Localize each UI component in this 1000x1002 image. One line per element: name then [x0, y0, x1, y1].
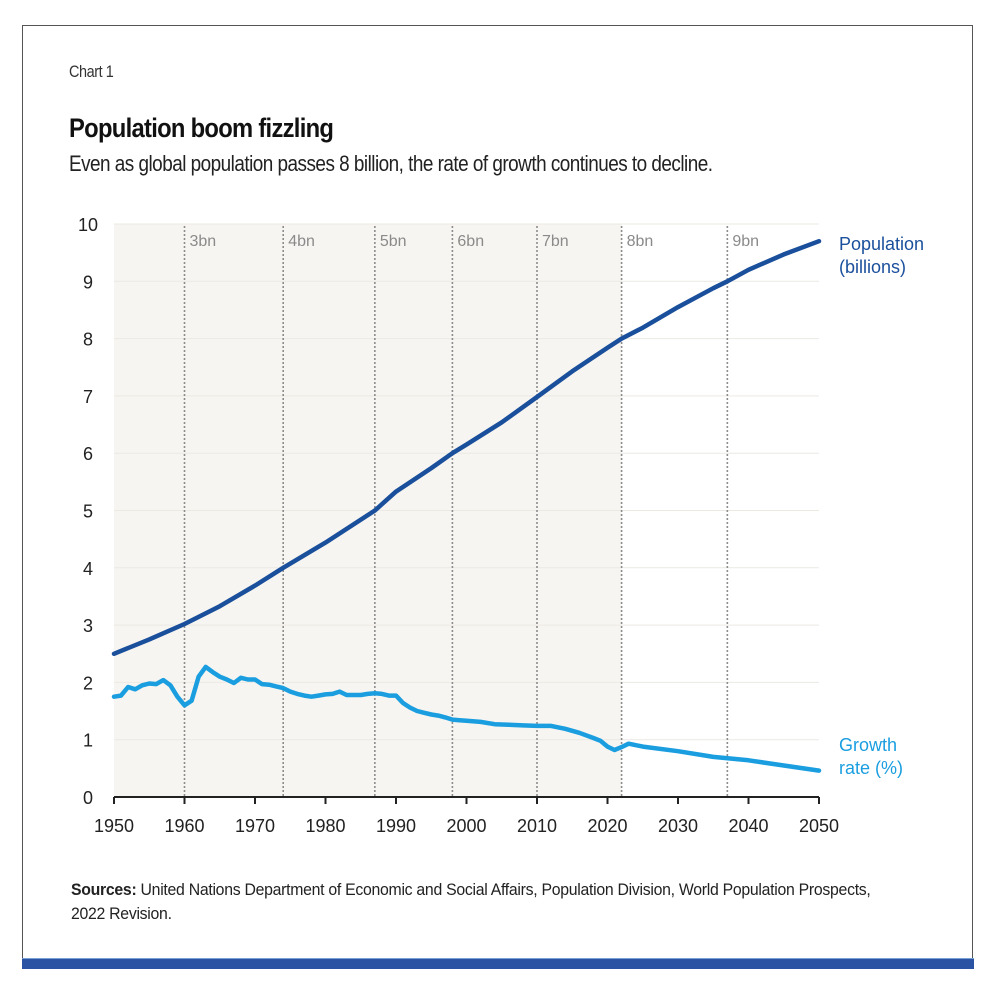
milestone-label: 5bn — [380, 233, 407, 250]
milestone-label: 3bn — [190, 233, 217, 250]
chart-number: Chart 1 — [69, 62, 114, 81]
growth-rate-series-label: rate (%) — [839, 758, 903, 778]
series-lines — [111, 238, 822, 773]
population-series-label: (billions) — [839, 257, 906, 277]
population-line — [111, 238, 822, 657]
x-tick-label: 2000 — [446, 816, 486, 836]
chart-subtitle: Even as global population passes 8 billi… — [69, 151, 713, 176]
x-tick-label: 1980 — [305, 816, 345, 836]
population-series-label: Population — [839, 234, 924, 254]
x-tick-label: 1990 — [376, 816, 416, 836]
x-tick-label: 2010 — [517, 816, 557, 836]
series-labels: Population (billions) Growth rate (%) — [839, 234, 924, 778]
growth-rate-series-label: Growth — [839, 735, 897, 755]
chart-title: Population boom fizzling — [69, 113, 334, 143]
x-tick-label: 1950 — [94, 816, 134, 836]
milestone-label: 8bn — [627, 233, 654, 250]
y-tick-label: 6 — [83, 444, 93, 464]
y-tick-label: 5 — [83, 502, 93, 522]
axes: 0 1 2 3 4 5 6 7 8 9 10 1950 1960 1970 1980 1990 2000 2010… — [78, 215, 839, 836]
sources-note: Sources: United Nations Department of Ec… — [71, 878, 908, 926]
x-tick-label: 1960 — [164, 816, 204, 836]
y-tick-label: 3 — [83, 616, 93, 636]
x-tick-label: 2030 — [658, 816, 698, 836]
x-tick-label: 2040 — [728, 816, 768, 836]
milestone-label: 9bn — [732, 233, 759, 250]
y-tick-label: 1 — [83, 731, 93, 751]
x-tick-label: 2050 — [799, 816, 839, 836]
milestone-label: 6bn — [457, 233, 484, 250]
milestone-label: 4bn — [288, 233, 315, 250]
frame-bottom-bar — [22, 958, 974, 969]
growth-rate-line — [111, 664, 822, 773]
y-tick-label: 10 — [78, 215, 98, 235]
x-tick-label: 2020 — [587, 816, 627, 836]
y-tick-label: 7 — [83, 387, 93, 407]
x-tick-label: 1970 — [235, 816, 275, 836]
sources-text: United Nations Department of Economic an… — [71, 880, 871, 923]
milestone-label: 7bn — [542, 233, 569, 250]
y-tick-label: 9 — [83, 272, 93, 292]
y-tick-label: 2 — [83, 673, 93, 693]
y-tick-label: 0 — [83, 788, 93, 808]
sources-label: Sources: — [71, 880, 137, 899]
y-tick-label: 8 — [83, 330, 93, 350]
y-tick-label: 4 — [83, 559, 93, 579]
